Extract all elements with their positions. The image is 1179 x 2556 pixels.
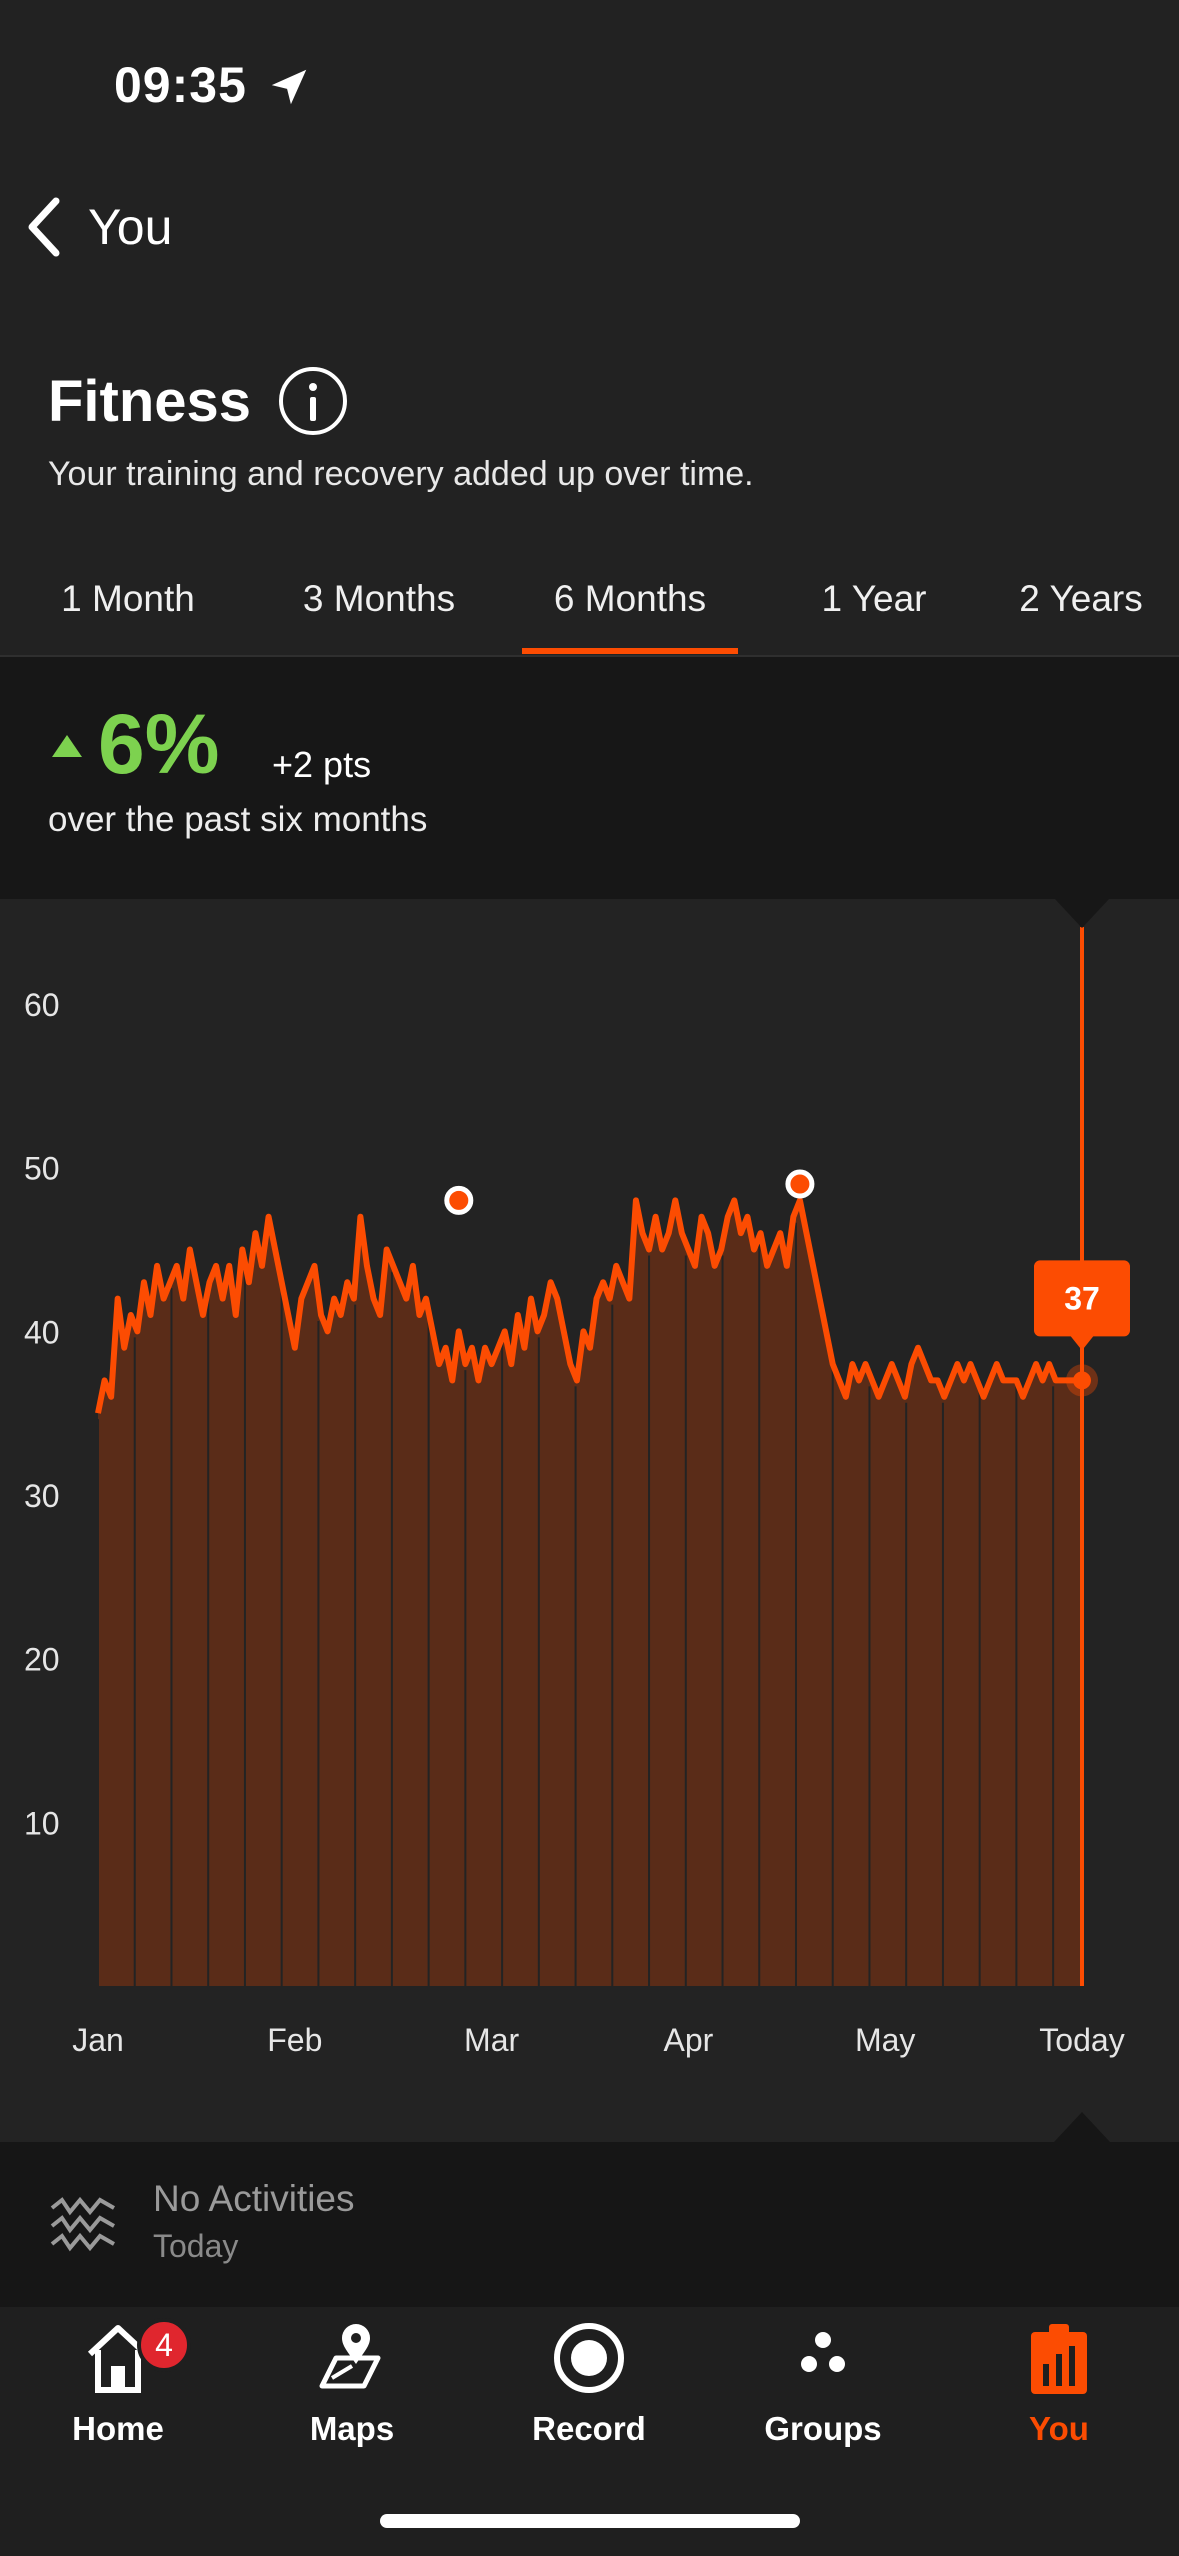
x-tick-label: May — [855, 2022, 915, 2058]
tabbar-record[interactable]: Record — [499, 2318, 679, 2458]
trend-up-icon — [52, 735, 82, 757]
y-tick-label: 10 — [24, 1805, 60, 1841]
chart-top-notch — [1054, 898, 1110, 928]
selection-tooltip — [1034, 1260, 1130, 1337]
fitness-chart[interactable]: 10 20 30 40 50 60 Jan Feb Mar Apr May Today 37 — [0, 899, 1179, 2142]
y-tick-label: 20 — [24, 1642, 60, 1678]
tab-1-year[interactable]: 1 Year — [821, 577, 927, 619]
activity-notch — [1054, 2112, 1110, 2142]
x-tick-label: Apr — [664, 2022, 714, 2058]
tab-1-month[interactable]: 1 Month — [61, 577, 195, 619]
activity-wave-icon — [50, 2196, 115, 2252]
y-tick-label: 50 — [24, 1151, 60, 1187]
home-notification-badge: 4 — [137, 2318, 191, 2372]
status-bar: 09:35 — [0, 0, 1179, 170]
period-text: over the past six months — [48, 800, 428, 839]
home-icon — [87, 2325, 149, 2393]
chart-svg[interactable]: 10 20 30 40 50 60 Jan Feb Mar Apr May Today 37 — [0, 899, 1179, 2142]
tab-6-months[interactable]: 6 Months — [553, 577, 707, 619]
tabbar-home[interactable]: Home — [28, 2318, 208, 2458]
tab-2-years[interactable]: 2 Years — [1019, 577, 1143, 619]
y-tick-label: 60 — [24, 987, 60, 1023]
no-activities-title: No Activities — [153, 2178, 355, 2219]
chevron-left-icon — [28, 197, 60, 257]
tabbar-groups[interactable]: Groups — [733, 2318, 913, 2458]
active-tab-indicator — [522, 648, 738, 654]
tabbar-you[interactable]: You — [969, 2318, 1149, 2458]
selection-tooltip-pointer — [1070, 1335, 1094, 1351]
x-tick-label: Jan — [72, 2022, 124, 2058]
y-tick-label: 40 — [24, 1314, 60, 1350]
chart-area-fill — [98, 1200, 1082, 1986]
tabbar-groups-label: Groups — [764, 2410, 882, 2447]
selection-value: 37 — [1064, 1280, 1100, 1316]
status-time: 09:35 — [114, 57, 247, 113]
peak-marker — [785, 1169, 815, 1199]
peak-marker — [444, 1185, 474, 1215]
info-icon[interactable] — [277, 365, 349, 437]
selection-dot — [1073, 1371, 1091, 1390]
x-tick-label: Feb — [267, 2022, 322, 2058]
tabbar-maps-label: Maps — [309, 2410, 395, 2447]
map-pin-icon — [319, 2324, 381, 2389]
range-tabs: 1 Month 3 Months 6 Months 1 Year 2 Years — [0, 540, 1179, 657]
location-arrow-icon — [271, 69, 307, 105]
groups-icon — [801, 2332, 845, 2372]
tabbar-maps[interactable]: Maps — [262, 2318, 442, 2458]
x-tick-label: Today — [1039, 2022, 1124, 2058]
tabbar-you-label: You — [1029, 2410, 1089, 2447]
fitness-line — [95, 1197, 1082, 1414]
tabbar-record-label: Record — [532, 2410, 646, 2447]
y-tick-label: 30 — [24, 1478, 60, 1514]
x-tick-label: Mar — [464, 2022, 519, 2058]
back-button[interactable]: You — [22, 190, 172, 264]
no-activities-subtitle: Today — [153, 2228, 239, 2264]
you-icon — [1031, 2324, 1087, 2394]
record-icon — [554, 2323, 624, 2393]
tab-3-months[interactable]: 3 Months — [302, 577, 456, 619]
page-title: Fitness — [48, 368, 252, 434]
points-change: +2 pts — [272, 744, 372, 785]
home-indicator — [380, 2514, 800, 2528]
tabbar-home-label: Home — [72, 2410, 164, 2447]
activity-bar[interactable] — [0, 2142, 1179, 2307]
back-label: You — [88, 199, 173, 255]
title-row: Fitness — [48, 365, 349, 437]
percent-change: 6% — [98, 697, 220, 791]
summary-panel — [0, 657, 1179, 899]
page-subtitle: Your training and recovery added up over… — [48, 455, 754, 493]
